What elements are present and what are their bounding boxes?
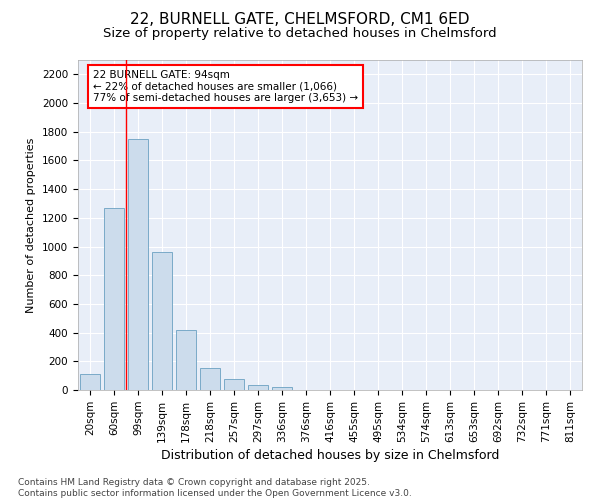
Bar	[248, 385, 268, 390]
Bar	[224, 379, 244, 390]
Bar	[104, 208, 124, 390]
Bar	[152, 252, 172, 390]
Y-axis label: Number of detached properties: Number of detached properties	[26, 138, 37, 312]
Bar	[80, 374, 100, 390]
Bar	[200, 368, 220, 390]
Bar	[272, 387, 292, 390]
Text: Size of property relative to detached houses in Chelmsford: Size of property relative to detached ho…	[103, 28, 497, 40]
Text: Contains HM Land Registry data © Crown copyright and database right 2025.
Contai: Contains HM Land Registry data © Crown c…	[18, 478, 412, 498]
X-axis label: Distribution of detached houses by size in Chelmsford: Distribution of detached houses by size …	[161, 449, 499, 462]
Bar	[128, 139, 148, 390]
Text: 22 BURNELL GATE: 94sqm
← 22% of detached houses are smaller (1,066)
77% of semi-: 22 BURNELL GATE: 94sqm ← 22% of detached…	[93, 70, 358, 103]
Bar	[176, 330, 196, 390]
Text: 22, BURNELL GATE, CHELMSFORD, CM1 6ED: 22, BURNELL GATE, CHELMSFORD, CM1 6ED	[130, 12, 470, 28]
